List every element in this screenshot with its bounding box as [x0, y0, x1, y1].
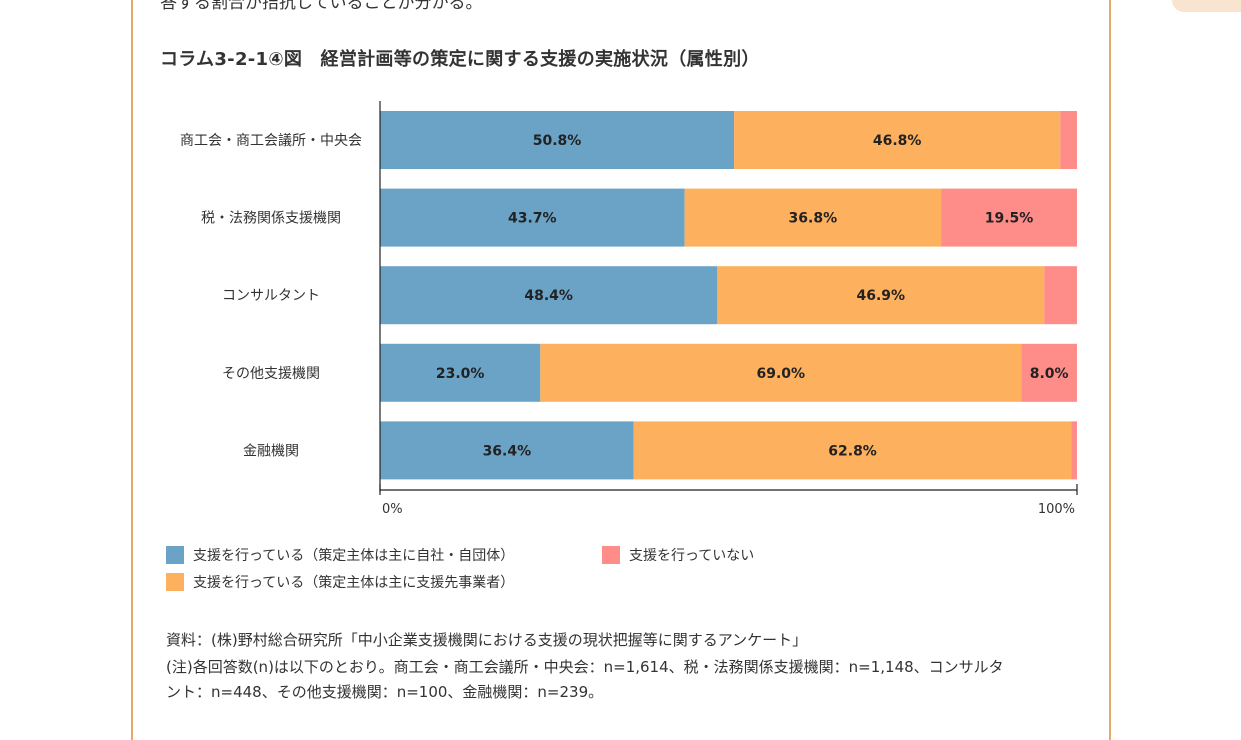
data-label: 8.0% — [1030, 366, 1069, 382]
category-label: 税・法務関係支援機関 — [201, 211, 341, 227]
bar-segment-self — [380, 266, 718, 325]
category-label: 商工会・商工会議所・中央会 — [180, 132, 362, 149]
legend-item-none: 支援を行っていない — [602, 545, 754, 565]
legend-swatch-client — [166, 573, 184, 591]
bar-segment-none — [1021, 343, 1077, 402]
legend-label-self: 支援を行っている（策定主体は主に自社・自団体） — [193, 548, 515, 564]
bar-segment-none — [1044, 266, 1077, 325]
data-label: 46.8% — [873, 133, 922, 149]
bar-segment-self — [380, 111, 735, 169]
figure-title: コラム3-2-1④図 経営計画等の策定に関する支援の実施状況（属性別） — [160, 49, 760, 70]
bar-segment-self — [380, 343, 541, 402]
data-label: 19.5% — [985, 211, 1034, 227]
data-label: 36.8% — [789, 211, 838, 227]
category-label: コンサルタント — [222, 288, 320, 304]
data-label: 43.7% — [508, 211, 557, 227]
stacked-bar-chart: 商工会・商工会議所・中央会 50.8% 46.8% 税・法務関係支援機関 43.7% 36… — [180, 101, 1078, 517]
bar-segment-self — [380, 421, 634, 480]
source-line: 資料：(株)野村総合研究所「中小企業支援機関における支援の現状把握等に関するアン… — [166, 631, 808, 649]
data-label: 46.9% — [857, 288, 906, 304]
bar-segment-client — [717, 266, 1045, 325]
x-tick-label: 0% — [382, 502, 403, 517]
category-label: その他支援機関 — [222, 366, 320, 382]
legend-swatch-self — [166, 546, 184, 564]
bar-segment-none — [1060, 111, 1077, 169]
note-line: (注)各回答数(n)は以下のとおり。商工会・商工会議所・中央会：n=1,614、… — [166, 658, 1004, 676]
data-label: 69.0% — [756, 366, 805, 382]
x-tick-label: 100% — [1038, 502, 1075, 517]
data-label: 48.4% — [524, 288, 573, 304]
note-line: ント：n=448、その他支援機関：n=100、金融機関：n=239。 — [166, 683, 604, 701]
bar-segment-client — [540, 343, 1022, 402]
legend-label-client: 支援を行っている（策定主体は主に支援先事業者） — [193, 575, 515, 591]
data-label: 23.0% — [436, 366, 485, 382]
data-label: 62.8% — [828, 443, 877, 459]
intro-text: 答する割合が拮抗していることが分かる。 — [160, 0, 483, 13]
legend-item-client: 支援を行っている（策定主体は主に支援先事業者） — [166, 572, 514, 592]
bar-segment-client — [633, 421, 1072, 480]
legend-item-self: 支援を行っている（策定主体は主に自社・自団体） — [166, 545, 514, 565]
bar-segment-client — [684, 188, 942, 247]
bar-segment-self — [380, 188, 685, 247]
bar-segment-none — [1071, 421, 1077, 480]
bar-segment-client — [734, 111, 1061, 169]
corner-tab — [1172, 0, 1241, 12]
data-label: 50.8% — [533, 133, 582, 149]
legend-label-none: 支援を行っていない — [629, 548, 755, 564]
legend-swatch-none — [602, 546, 620, 564]
category-label: 金融機関 — [243, 443, 299, 459]
data-label: 36.4% — [483, 443, 532, 459]
bar-segment-none — [941, 188, 1077, 247]
